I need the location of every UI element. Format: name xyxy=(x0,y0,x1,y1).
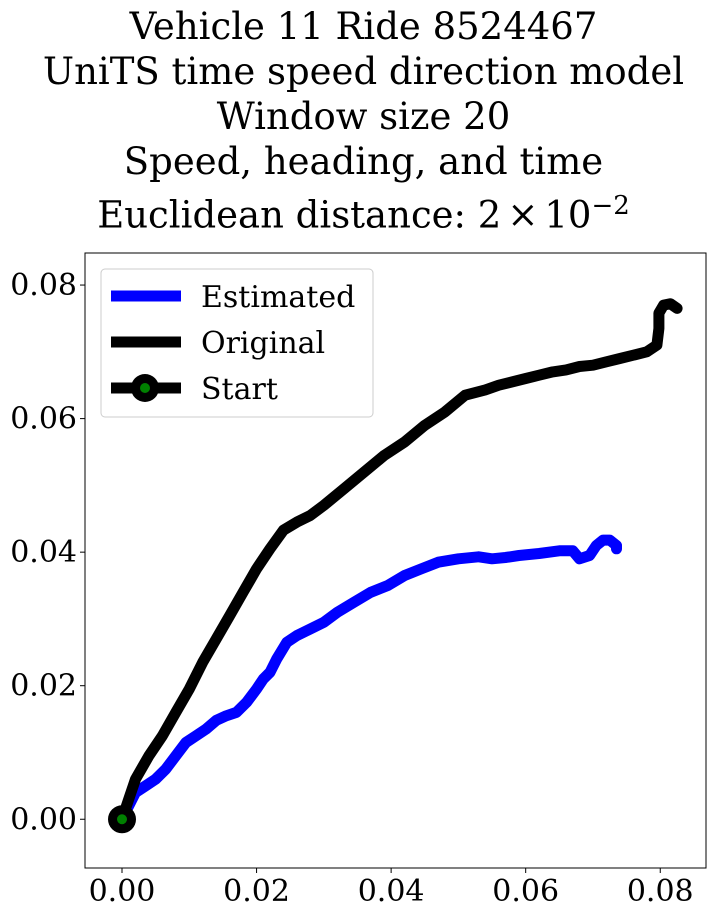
series-layer xyxy=(108,298,683,834)
y-tick-label: 0.02 xyxy=(10,669,77,704)
x-tick-label: 0.00 xyxy=(89,874,156,909)
start-marker-inner xyxy=(117,814,128,825)
series-line-original xyxy=(116,298,683,825)
legend-label-start: Start xyxy=(201,372,278,407)
title-line-3: Window size 20 xyxy=(216,95,511,138)
title-line-5: Euclidean distance: 2 × 10−2 xyxy=(0,184,727,237)
y-tick-label: 0.06 xyxy=(10,402,77,437)
title-metric-prefix: Euclidean distance: xyxy=(97,193,478,237)
legend: Estimated Original Start xyxy=(100,268,374,418)
title-metric-base: 10 xyxy=(544,193,592,237)
chart-title: Vehicle 11 Ride 8524467 UniTS time speed… xyxy=(0,4,727,237)
legend-box xyxy=(100,268,374,418)
legend-label-estimated: Estimated xyxy=(201,280,355,315)
title-metric-exponent: −2 xyxy=(591,191,630,221)
title-line-1: Vehicle 11 Ride 8524467 xyxy=(129,5,598,48)
x-tick-label: 0.04 xyxy=(358,874,425,909)
axes-frame-group xyxy=(84,252,707,869)
y-tick-label: 0.04 xyxy=(10,535,77,570)
x-tick-label: 0.06 xyxy=(492,874,559,909)
y-tick-label: 0.00 xyxy=(10,802,77,837)
title-metric-times: × xyxy=(507,193,539,237)
ticks-group: 0.00 0.02 0.04 0.06 0.08 0.00 0.02 0.04 0.06 0.08 xyxy=(10,268,693,909)
title-line-2: UniTS time speed direction model xyxy=(42,50,685,93)
y-tick-label: 0.08 xyxy=(10,268,77,303)
x-tick-label: 0.08 xyxy=(627,874,694,909)
series-line-estimated xyxy=(116,534,622,825)
legend-start-marker-inner xyxy=(140,383,150,393)
x-tick-label: 0.02 xyxy=(223,874,290,909)
axes-frame xyxy=(84,252,707,869)
title-metric-mantissa: 2 xyxy=(477,193,502,237)
legend-label-original: Original xyxy=(201,326,325,361)
title-line-4: Speed, heading, and time xyxy=(123,140,604,183)
